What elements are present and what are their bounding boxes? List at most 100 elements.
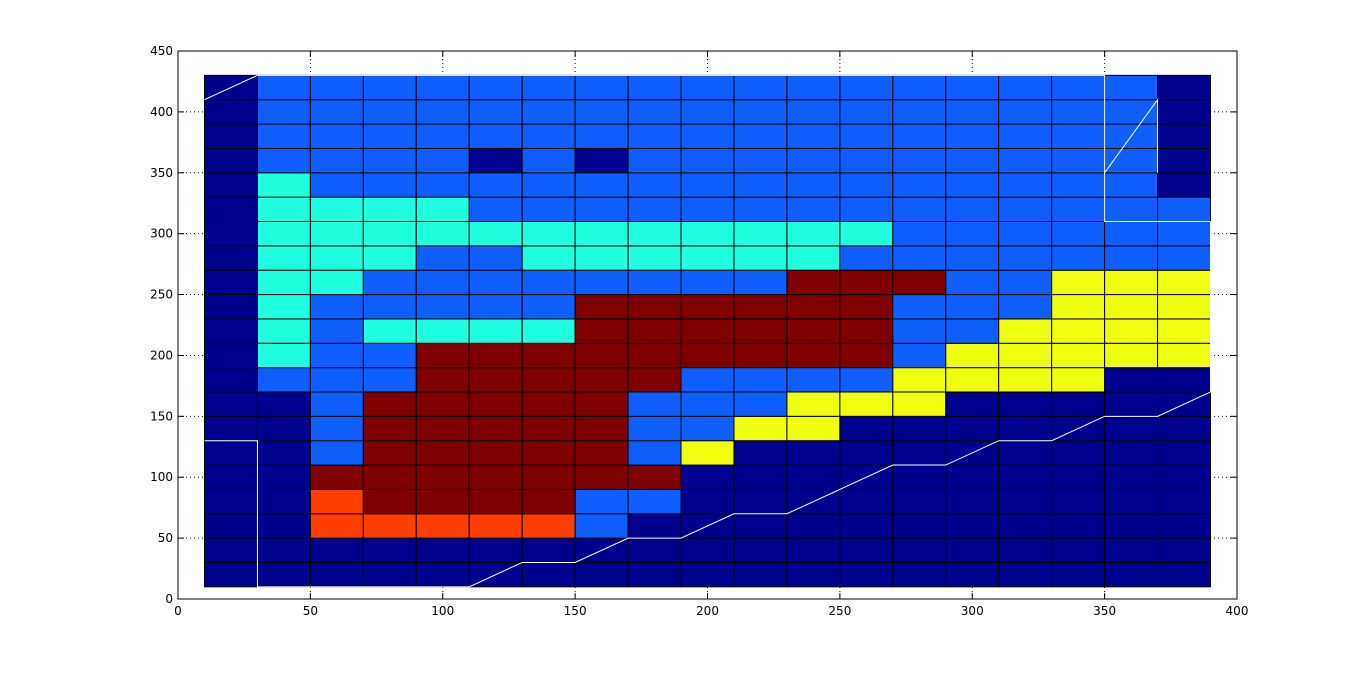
heatmap-cell — [1051, 147, 1106, 174]
heatmap-cell — [468, 440, 523, 466]
heatmap-cell — [203, 318, 258, 344]
heatmap-cell — [786, 464, 841, 490]
heatmap-cell — [203, 245, 258, 271]
heatmap-cell — [680, 537, 735, 563]
heatmap-cell — [574, 342, 629, 369]
heatmap-cell — [998, 269, 1053, 296]
heatmap-cell — [1157, 123, 1212, 149]
heatmap-cell — [521, 464, 576, 490]
heatmap-cell — [945, 464, 1000, 490]
heatmap-cell — [680, 220, 735, 247]
heatmap-cell — [574, 196, 629, 222]
heatmap-cell — [1157, 464, 1212, 490]
heatmap-cell — [574, 391, 629, 417]
heatmap-cell — [468, 367, 523, 393]
y-tick-label: 200 — [150, 348, 173, 362]
heatmap-cell — [1104, 367, 1159, 393]
heatmap-cell — [468, 123, 523, 149]
heatmap-cell — [1051, 74, 1106, 101]
heatmap-cell — [256, 537, 311, 563]
heatmap-cell — [1104, 99, 1159, 125]
heatmap-cell — [468, 464, 523, 490]
heatmap-cell — [1104, 269, 1159, 296]
heatmap-cell — [680, 269, 735, 296]
heatmap-cell — [256, 147, 311, 174]
heatmap-cell — [680, 294, 735, 320]
heatmap-cell — [945, 367, 1000, 393]
heatmap-cell — [256, 464, 311, 490]
heatmap-cell — [627, 561, 682, 588]
heatmap-cell — [998, 196, 1053, 222]
heatmap-cell — [521, 440, 576, 466]
heatmap-cell — [521, 196, 576, 222]
heatmap-cell — [945, 488, 1000, 515]
heatmap-cell — [521, 513, 576, 539]
heatmap-cell — [574, 245, 629, 271]
heatmap-cell — [786, 537, 841, 563]
heatmap-cell — [362, 318, 417, 344]
heatmap-cell — [945, 245, 1000, 271]
heatmap-cell — [309, 488, 364, 515]
heatmap-cell — [415, 220, 470, 247]
heatmap-cell — [415, 488, 470, 515]
heatmap-cell — [998, 220, 1053, 247]
heatmap-cell — [945, 415, 1000, 442]
heatmap-cell — [574, 99, 629, 125]
heatmap-cell — [733, 537, 788, 563]
heatmap-cell — [203, 391, 258, 417]
heatmap-cell — [468, 318, 523, 344]
x-tick-label: 200 — [696, 604, 719, 618]
heatmap-cell — [786, 391, 841, 417]
heatmap-cell — [998, 245, 1053, 271]
heatmap-cell — [839, 269, 894, 296]
heatmap-cell — [574, 220, 629, 247]
heatmap-cell — [892, 537, 947, 563]
heatmap-cell — [574, 123, 629, 149]
heatmap-cell — [786, 269, 841, 296]
heatmap-cell — [1157, 513, 1212, 539]
heatmap-cell — [998, 488, 1053, 515]
heatmap-cell — [892, 99, 947, 125]
y-tick-label: 50 — [158, 531, 173, 545]
heatmap-cell — [892, 294, 947, 320]
heatmap-cell — [362, 537, 417, 563]
heatmap-cell — [256, 123, 311, 149]
heatmap-cells — [203, 74, 1212, 588]
heatmap-cell — [733, 172, 788, 198]
heatmap-cell — [521, 74, 576, 101]
heatmap-cell — [521, 488, 576, 515]
heatmap-cell — [415, 367, 470, 393]
heatmap-cell — [309, 440, 364, 466]
heatmap-cell — [627, 74, 682, 101]
heatmap-cell — [1157, 245, 1212, 271]
heatmap-cell — [1051, 561, 1106, 588]
heatmap-cell — [839, 367, 894, 393]
heatmap-cell — [839, 342, 894, 369]
heatmap-cell — [945, 537, 1000, 563]
heatmap-cell — [945, 123, 1000, 149]
heatmap-cell — [574, 464, 629, 490]
heatmap-cell — [362, 245, 417, 271]
heatmap-cell — [627, 513, 682, 539]
heatmap-cell — [1157, 367, 1212, 393]
heatmap-cell — [839, 537, 894, 563]
heatmap-cell — [627, 220, 682, 247]
heatmap-cell — [256, 342, 311, 369]
heatmap-cell — [998, 123, 1053, 149]
heatmap-cell — [945, 74, 1000, 101]
heatmap-cell — [203, 513, 258, 539]
heatmap-cell — [945, 342, 1000, 369]
heatmap-cell — [203, 220, 258, 247]
heatmap-cell — [415, 269, 470, 296]
heatmap-cell — [256, 391, 311, 417]
heatmap-cell — [309, 561, 364, 588]
heatmap-cell — [574, 513, 629, 539]
heatmap-cell — [415, 318, 470, 344]
heatmap-cell — [362, 342, 417, 369]
heatmap-cell — [574, 147, 629, 174]
heatmap-cell — [839, 318, 894, 344]
heatmap-cell — [256, 318, 311, 344]
heatmap-cell — [1051, 513, 1106, 539]
y-tick-label: 150 — [150, 409, 173, 423]
